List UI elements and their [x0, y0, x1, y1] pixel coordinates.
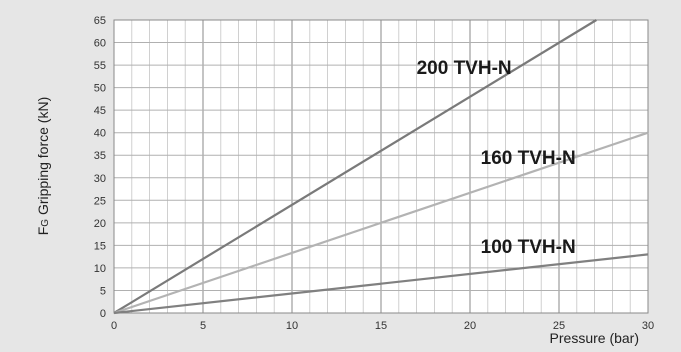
x-tick-label: 30 — [642, 320, 654, 332]
series-lines — [113, 19, 649, 315]
series-label: 200 TVH-N — [417, 58, 512, 79]
y-tick-label: 20 — [94, 218, 106, 230]
x-tick-label: 25 — [553, 320, 565, 332]
y-tick-label: 0 — [100, 308, 106, 320]
y-tick-label: 60 — [94, 38, 106, 50]
x-tick-label: 20 — [464, 320, 476, 332]
y-tick-label: 55 — [94, 60, 106, 72]
series-label: 100 TVH-N — [481, 237, 576, 258]
minor-gridlines — [131, 20, 631, 313]
y-axis-label-prefix: F — [35, 227, 51, 236]
x-tick-label: 5 — [200, 320, 206, 332]
y-tick-labels: 0 5 10 15 20 25 30 35 40 45 50 55 60 65 — [94, 15, 106, 320]
x-tick-label: 0 — [111, 320, 117, 332]
x-tick-label: 15 — [375, 320, 387, 332]
plot-frame — [113, 19, 649, 314]
y-axis-label: FG Gripping force (kN) — [35, 97, 51, 236]
x-axis-label: Pressure (bar) — [550, 330, 639, 346]
x-tick-labels: 0 5 10 15 20 25 30 — [111, 320, 654, 332]
y-tick-label: 30 — [94, 173, 106, 185]
series-line — [113, 131, 649, 315]
y-tick-label: 40 — [94, 128, 106, 140]
y-tick-label: 35 — [94, 150, 106, 162]
y-axis-label-subscript: G — [40, 219, 51, 227]
y-tick-label: 65 — [94, 15, 106, 27]
series-label: 160 TVH-N — [481, 148, 576, 169]
y-tick-label: 10 — [94, 263, 106, 275]
y-axis-label-rest: Gripping force (kN) — [35, 97, 51, 219]
series-line — [113, 253, 649, 315]
y-tick-label: 45 — [94, 105, 106, 117]
y-tick-label: 5 — [100, 285, 106, 297]
y-tick-label: 15 — [94, 240, 106, 252]
series-line — [113, 19, 597, 314]
y-tick-label: 50 — [94, 83, 106, 95]
x-tick-label: 10 — [286, 320, 298, 332]
y-tick-label: 25 — [94, 195, 106, 207]
series-labels: 200 TVH-N 160 TVH-N 100 TVH-N — [417, 58, 576, 258]
